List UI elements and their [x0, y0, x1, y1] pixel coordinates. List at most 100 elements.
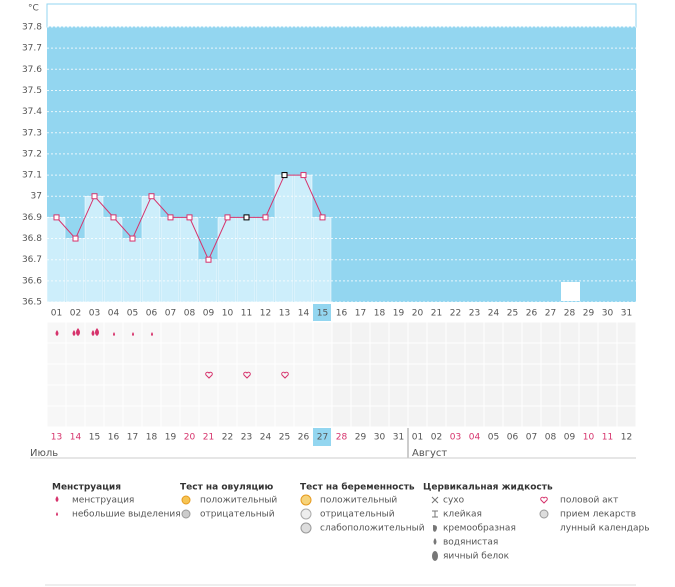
grid-cell: [522, 343, 541, 364]
y-tick-label: 37.3: [22, 128, 42, 138]
grid-cell: [313, 364, 332, 385]
grid-cell: [294, 322, 313, 343]
grid-cell: [389, 364, 408, 385]
grid-cell: [408, 322, 427, 343]
x-tick-label: 13: [279, 309, 290, 319]
grid-cell: [256, 385, 275, 406]
grid-cell: [484, 406, 503, 427]
grid-cell: [389, 343, 408, 364]
grid-cell: [503, 364, 522, 385]
legend-item: слабоположительный: [320, 524, 425, 534]
grid-cell: [142, 322, 161, 343]
date-label: 11: [602, 433, 613, 443]
grid-cell: [237, 385, 256, 406]
grid-cell: [142, 406, 161, 427]
grid-cell: [66, 385, 85, 406]
grid-cell: [522, 322, 541, 343]
legend-item: положительный: [320, 496, 397, 506]
legend-title: Тест на овуляцию: [180, 483, 273, 493]
x-tick-label: 31: [621, 309, 632, 319]
grid-cell: [313, 322, 332, 343]
grid-cell: [237, 364, 256, 385]
legend-title: Менструация: [52, 483, 121, 493]
grid-cell: [180, 343, 199, 364]
grid-cell: [370, 406, 389, 427]
grid-cell: [389, 406, 408, 427]
grid-cell: [256, 406, 275, 427]
grid-cell: [237, 322, 256, 343]
grid-cell: [465, 364, 484, 385]
month-label: Июль: [30, 448, 58, 459]
y-tick-label: 36.7: [22, 255, 42, 265]
grid-cell: [161, 322, 180, 343]
temperature-point: [281, 172, 288, 179]
x-tick-label: 27: [545, 309, 556, 319]
grid-cell: [579, 364, 598, 385]
x-tick-label: 22: [450, 309, 461, 319]
legend-item: яичный белок: [443, 552, 510, 562]
grid-cell: [85, 385, 104, 406]
y-tick-label: 37.1: [22, 171, 42, 181]
date-label: 23: [241, 433, 252, 443]
grid-cell: [598, 322, 617, 343]
grid-cell: [579, 385, 598, 406]
legend-item: отрицательный: [320, 510, 395, 520]
temperature-point: [224, 214, 231, 221]
x-tick-label: 25: [507, 309, 518, 319]
y-tick-label: 37.2: [22, 149, 42, 159]
temperature-point: [72, 235, 79, 242]
legend-item: водянистая: [443, 538, 498, 548]
grid-cell: [294, 343, 313, 364]
date-label: 20: [184, 433, 196, 443]
grid-cell: [446, 406, 465, 427]
x-tick-label: 12: [260, 309, 271, 319]
grid-cell: [332, 385, 351, 406]
grid-cell: [446, 343, 465, 364]
grid-cell: [484, 364, 503, 385]
grid-cell: [427, 385, 446, 406]
grid-cell: [427, 406, 446, 427]
grid-cell: [47, 364, 66, 385]
menstruation-icons: [55, 328, 153, 336]
x-tick-label: 07: [165, 309, 176, 319]
grid-cell: [161, 385, 180, 406]
grid-cell: [332, 322, 351, 343]
legend-item: половой акт: [560, 496, 618, 506]
temperature-point: [262, 214, 269, 221]
grid-cell: [85, 343, 104, 364]
date-label: 18: [146, 433, 158, 443]
grid-cell: [199, 343, 218, 364]
date-label: 21: [203, 433, 214, 443]
y-tick-label: 37.5: [22, 86, 42, 96]
grid-cell: [370, 364, 389, 385]
y-tick-label: 37.6: [22, 65, 42, 75]
date-label: 16: [108, 433, 120, 443]
grid-cell: [541, 385, 560, 406]
grid-cell: [161, 406, 180, 427]
grid-cell: [199, 364, 218, 385]
date-label: 22: [222, 433, 233, 443]
grid-cell: [408, 343, 427, 364]
legend-item: лунный календарь: [560, 524, 650, 534]
x-tick-label: 10: [222, 309, 234, 319]
x-tick-label: 20: [412, 309, 424, 319]
legend-item: положительный: [200, 496, 277, 506]
legend-item: кремообразная: [443, 524, 516, 534]
grid-cell: [161, 343, 180, 364]
grid-cell: [180, 406, 199, 427]
moon-cell: [561, 282, 580, 301]
x-tick-label: 19: [393, 309, 405, 319]
x-tick-label: 08: [184, 309, 196, 319]
grid-cell: [541, 406, 560, 427]
grid-cell: [370, 385, 389, 406]
grid-cell: [484, 343, 503, 364]
grid-cell: [180, 385, 199, 406]
grid-cell: [446, 364, 465, 385]
y-tick-label: 37.8: [22, 23, 42, 33]
highlight-date: [313, 428, 331, 446]
grid-cell: [484, 385, 503, 406]
legend-item: менструация: [72, 496, 134, 506]
grid-cell: [199, 406, 218, 427]
date-label: 09: [564, 433, 576, 443]
x-tick-label: 30: [602, 309, 614, 319]
